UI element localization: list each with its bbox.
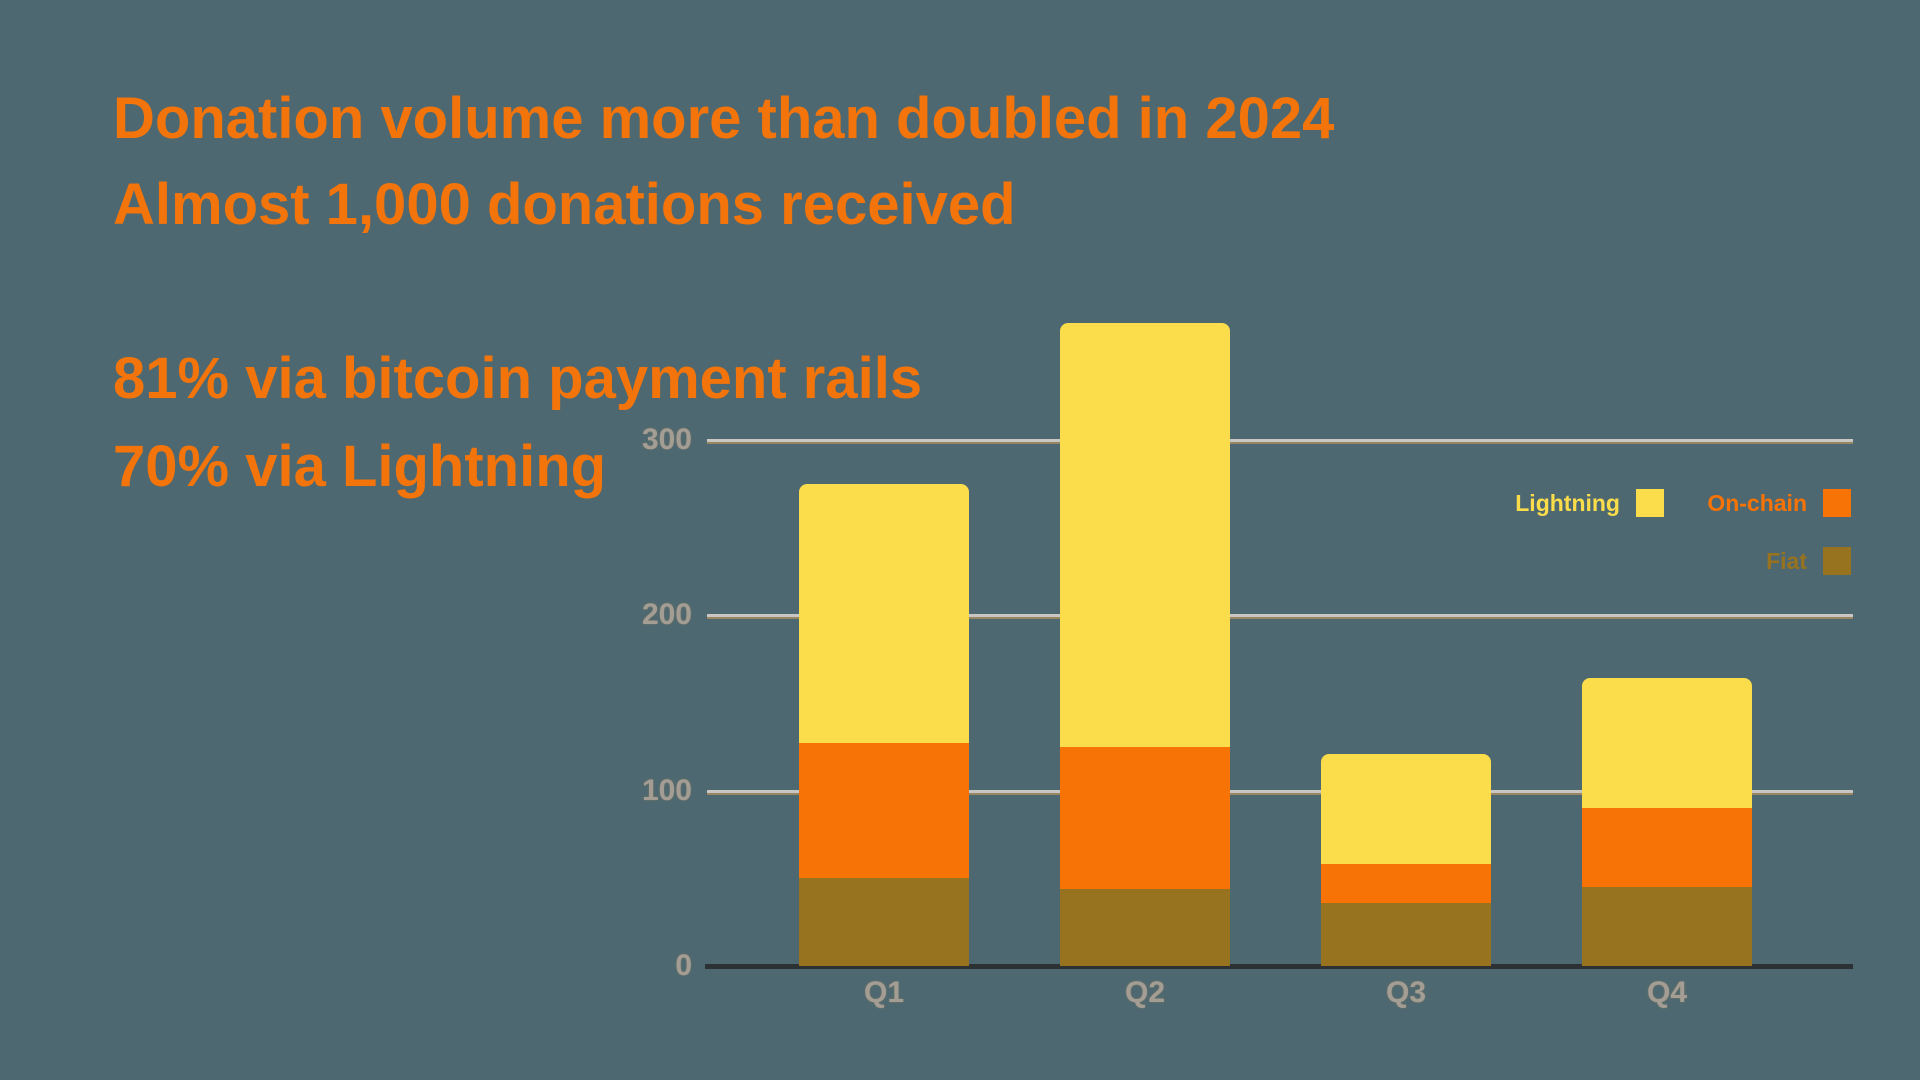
legend-item-fiat: Fiat	[1766, 547, 1851, 575]
y-axis-tick-100: 100	[641, 773, 692, 807]
bar-q3-segment-fiat	[1321, 902, 1491, 966]
bar-q4-segment-lightning	[1582, 678, 1752, 809]
gridline-100	[707, 789, 1853, 793]
x-axis-label-q4: Q4	[1646, 976, 1688, 1009]
legend-swatch-fiat	[1823, 547, 1851, 575]
bar-q4-segment-on-chain	[1582, 808, 1752, 888]
stat-line-bitcoin-rails: 81% via bitcoin payment rails	[113, 346, 923, 411]
bar-q3-segment-on-chain	[1321, 864, 1491, 903]
y-axis-tick-200: 200	[641, 598, 692, 632]
headline-line-1: Donation volume more than doubled in 202…	[113, 86, 1335, 151]
bar-q2-segment-fiat	[1060, 888, 1230, 966]
x-axis-label-q3: Q3	[1385, 976, 1427, 1009]
bar-q1-segment-on-chain	[799, 743, 969, 879]
bar-q1-segment-fiat	[799, 878, 969, 966]
bar-q2-segment-lightning	[1060, 322, 1230, 747]
legend-swatch-lightning	[1636, 489, 1664, 517]
y-axis-tick-0: 0	[675, 949, 692, 982]
stat-line-lightning: 70% via Lightning	[113, 434, 607, 499]
bar-q4-segment-fiat	[1582, 887, 1752, 966]
legend-swatch-on-chain	[1823, 489, 1851, 517]
bar-q2-segment-on-chain	[1060, 746, 1230, 889]
y-axis-tick-300: 300	[641, 423, 692, 456]
legend-item-on-chain: On-chain	[1707, 489, 1851, 517]
gridline-300	[707, 439, 1853, 442]
headline-line-2: Almost 1,000 donations received	[113, 172, 1016, 237]
x-axis-label-q1: Q1	[863, 976, 905, 1009]
gridline-200	[707, 614, 1853, 618]
legend-label-on-chain: On-chain	[1707, 490, 1807, 516]
legend-label-lightning: Lightning	[1515, 490, 1620, 516]
bar-q3-segment-lightning	[1321, 753, 1491, 865]
x-axis-line	[705, 964, 1853, 969]
legend-label-fiat: Fiat	[1766, 548, 1807, 574]
legend-item-lightning: Lightning	[1515, 489, 1664, 517]
bar-q1-segment-lightning	[799, 483, 969, 744]
x-axis-label-q2: Q2	[1124, 976, 1166, 1009]
